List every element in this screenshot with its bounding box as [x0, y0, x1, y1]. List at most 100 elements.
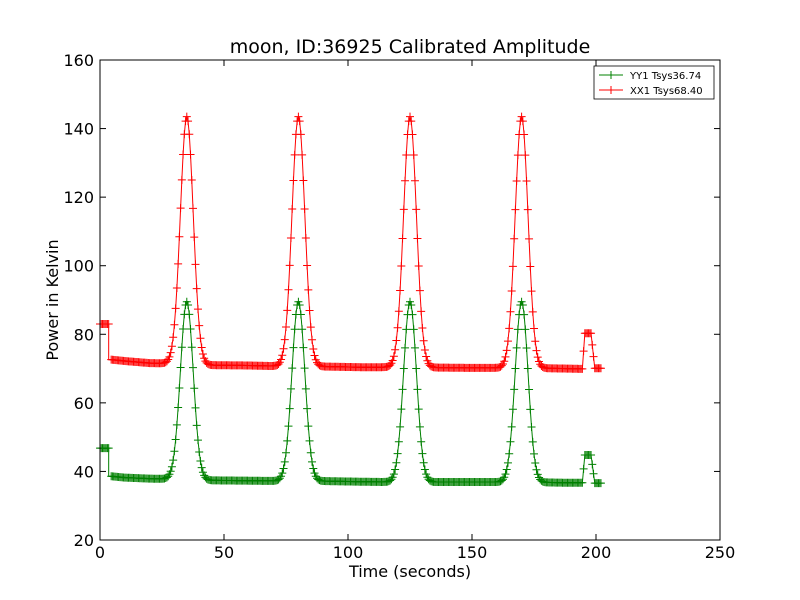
data-point	[288, 364, 297, 373]
data-point	[412, 205, 421, 214]
data-point	[162, 357, 171, 366]
data-point	[170, 447, 179, 456]
data-point	[528, 307, 537, 316]
data-point	[176, 204, 185, 213]
data-point	[508, 405, 517, 414]
x-tick-label: 0	[95, 543, 105, 562]
legend-marker	[607, 86, 615, 94]
data-point	[300, 364, 309, 373]
data-point	[500, 357, 509, 366]
legend: YY1 Tsys36.74 XX1 Tsys68.40	[593, 65, 715, 100]
data-point	[417, 437, 426, 446]
data-point	[420, 465, 429, 474]
data-point	[275, 474, 284, 483]
data-point	[417, 307, 426, 316]
data-point	[579, 464, 588, 473]
x-tick-label: 250	[705, 543, 736, 562]
y-tick-label: 160	[63, 51, 94, 70]
data-point	[588, 460, 597, 469]
data-point	[520, 310, 529, 319]
data-point	[508, 262, 517, 271]
data-point	[520, 130, 529, 139]
data-point	[528, 437, 537, 446]
data-point	[527, 287, 536, 296]
data-point	[301, 234, 310, 242]
data-point	[284, 422, 293, 431]
data-point	[190, 384, 199, 393]
series-1	[96, 297, 605, 488]
data-point	[169, 456, 178, 465]
data-point	[510, 385, 519, 394]
legend-label: YY1 Tsys36.74	[629, 71, 701, 82]
data-point	[185, 130, 194, 139]
data-point	[386, 361, 395, 369]
data-point	[501, 352, 510, 361]
series-2	[96, 112, 605, 373]
data-point	[523, 205, 532, 214]
data-point	[512, 176, 521, 185]
data-point	[518, 117, 527, 126]
data-point	[296, 130, 305, 139]
data-point	[191, 260, 200, 269]
data-point	[522, 176, 531, 185]
data-point	[422, 352, 431, 361]
data-point	[406, 297, 414, 306]
data-point	[415, 286, 424, 295]
data-point	[393, 449, 402, 458]
data-point	[413, 234, 422, 243]
data-point	[279, 344, 288, 353]
data-point	[193, 305, 202, 314]
data-point	[396, 422, 405, 431]
data-point	[410, 343, 419, 352]
data-point	[195, 447, 204, 456]
data-point	[392, 336, 401, 345]
data-point	[533, 353, 542, 362]
data-point	[278, 351, 287, 360]
data-point	[278, 469, 287, 478]
y-tick-label: 120	[63, 188, 94, 207]
data-point	[274, 359, 283, 368]
data-point	[172, 420, 181, 429]
data-point	[587, 450, 596, 459]
data-point	[283, 306, 292, 315]
data-point	[407, 301, 416, 310]
data-point	[525, 385, 534, 394]
y-tick-label: 40	[74, 462, 94, 481]
data-point	[407, 117, 416, 126]
data-point	[506, 437, 515, 446]
data-point	[167, 342, 176, 351]
x-tick-label: 200	[581, 543, 612, 562]
data-point	[507, 422, 516, 431]
data-point	[409, 325, 418, 334]
data-point	[166, 467, 175, 476]
data-point	[511, 205, 520, 214]
y-axis: 20 40 60 80 100 120 140 160	[63, 51, 720, 550]
data-point	[393, 323, 402, 332]
data-point	[579, 347, 588, 356]
data-point	[299, 343, 308, 352]
data-point	[497, 361, 506, 370]
data-point	[392, 458, 401, 467]
data-point	[408, 310, 417, 319]
plot-frame	[99, 59, 721, 541]
data-point	[179, 150, 188, 159]
data-point	[104, 444, 113, 453]
data-point	[530, 449, 538, 458]
data-point	[596, 364, 605, 373]
data-point	[174, 403, 183, 412]
y-tick-label: 100	[63, 257, 94, 276]
data-point	[512, 343, 521, 352]
data-point	[414, 405, 423, 414]
data-point	[303, 261, 312, 270]
data-point	[521, 151, 530, 160]
data-point	[522, 343, 531, 352]
data-point	[418, 323, 427, 332]
data-point	[391, 465, 400, 474]
data-point	[280, 335, 289, 344]
data-point	[294, 297, 303, 306]
data-point	[284, 285, 293, 294]
data-point	[165, 352, 174, 361]
data-point	[299, 176, 308, 185]
data-point	[303, 404, 312, 413]
